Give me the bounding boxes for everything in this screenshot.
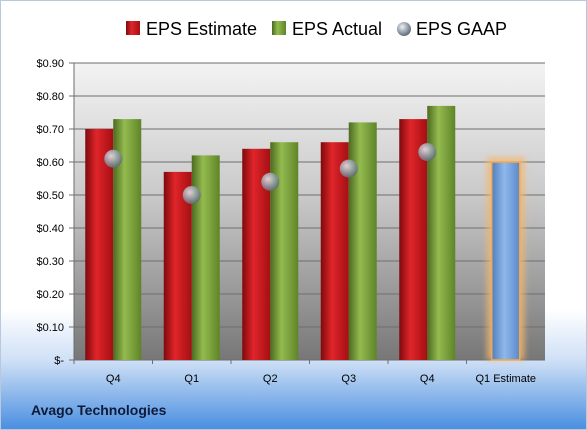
plot-area bbox=[74, 63, 545, 360]
legend-label-eps-estimate: EPS Estimate bbox=[146, 19, 257, 39]
marker-eps-gaap bbox=[261, 172, 280, 191]
bar-eps-estimate bbox=[320, 142, 349, 360]
legend-swatch-eps-estimate bbox=[126, 21, 140, 35]
x-tick-label: Q3 bbox=[341, 373, 356, 385]
legend-label-eps-actual: EPS Actual bbox=[292, 19, 382, 39]
bar-eps-actual bbox=[348, 122, 377, 361]
marker-eps-gaap bbox=[418, 143, 437, 162]
marker-eps-gaap bbox=[104, 149, 123, 168]
x-tick-label: Q4 bbox=[420, 373, 435, 385]
bar-eps-estimate bbox=[163, 171, 192, 360]
marker-eps-gaap bbox=[182, 186, 201, 204]
y-tick-label: $0.20 bbox=[36, 289, 64, 301]
y-tick-label: $0.50 bbox=[36, 190, 64, 202]
legend-item-eps-actual: EPS Actual bbox=[272, 19, 382, 39]
legend-marker-eps-gaap bbox=[397, 22, 411, 36]
y-axis: $- $0.10 $0.20 $0.30 $0.40 $0.50 $0.60 $0.70 $0.… bbox=[36, 58, 75, 367]
x-tick-label: Q1 bbox=[184, 373, 199, 385]
y-tick-label: $0.40 bbox=[36, 223, 64, 235]
data-marks bbox=[85, 105, 525, 361]
y-tick-label: $0.60 bbox=[36, 157, 64, 169]
gridlines bbox=[74, 62, 545, 361]
y-tick-label: $0.70 bbox=[36, 124, 64, 136]
marker-eps-gaap bbox=[339, 159, 358, 178]
y-tick-label: $0.30 bbox=[36, 256, 64, 268]
x-tick-label: Q2 bbox=[263, 373, 278, 385]
bar-eps-estimate bbox=[85, 129, 114, 360]
x-tick-label: Q1 Estimate bbox=[475, 373, 536, 385]
y-tick-label: $0.80 bbox=[36, 91, 64, 103]
y-tick-label: $- bbox=[54, 355, 64, 367]
legend: EPS Estimate EPS Actual EPS GAAP bbox=[126, 19, 507, 39]
legend-item-eps-gaap: EPS GAAP bbox=[397, 19, 507, 39]
bar-eps-actual bbox=[427, 105, 456, 361]
legend-label-eps-gaap: EPS GAAP bbox=[416, 19, 507, 39]
x-axis: Q4 Q1 Q2 Q3 Q4 Q1 Estimate bbox=[73, 359, 545, 385]
legend-swatch-eps-actual bbox=[272, 21, 286, 35]
bar-eps-actual bbox=[191, 155, 220, 360]
company-name: Avago Technologies bbox=[31, 402, 167, 418]
y-tick-label: $0.90 bbox=[36, 58, 64, 70]
x-tick-label: Q4 bbox=[106, 373, 121, 385]
bar-q1-estimate bbox=[491, 161, 521, 361]
y-tick-label: $0.10 bbox=[36, 322, 64, 334]
legend-item-eps-estimate: EPS Estimate bbox=[126, 19, 257, 39]
